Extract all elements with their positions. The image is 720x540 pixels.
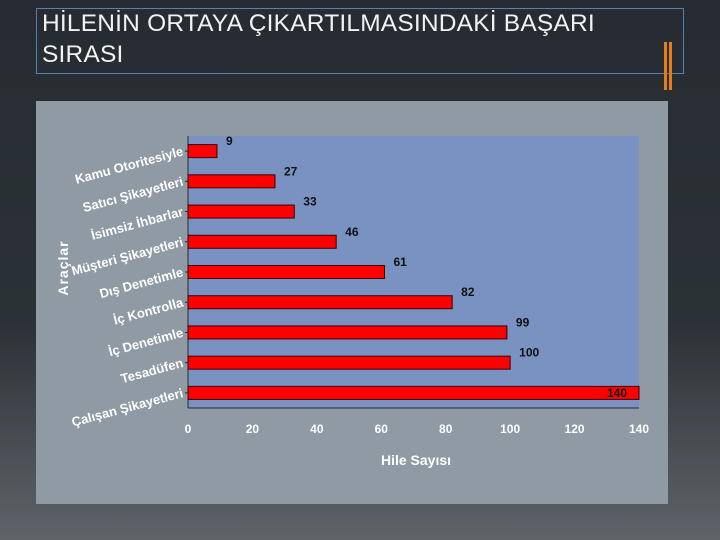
x-axis-title: Hile Sayısı [381, 452, 451, 468]
bar-0 [187, 144, 218, 159]
x-tick-label-1: 20 [246, 422, 260, 436]
slide-title: HİLENİN ORTAYA ÇIKARTILMASINDAKİ BAŞARI … [42, 10, 595, 68]
bar-6 [187, 325, 508, 340]
bar-5 [187, 295, 453, 310]
x-tick-label-0: 0 [185, 422, 192, 436]
title-frame [36, 8, 684, 74]
bar-4 [187, 265, 386, 279]
data-label-8: 140 [607, 386, 627, 400]
accent-bar-right [669, 42, 672, 90]
bar-2 [187, 204, 295, 219]
category-label-5: İç Kontrolla [112, 294, 186, 327]
y-axis-title: Araçlar [55, 240, 71, 295]
category-label-6: İç Denetimle [107, 325, 185, 359]
category-label-7: Tesadüfen [119, 355, 185, 386]
data-label-1: 27 [284, 164, 298, 178]
data-label-0: 9 [226, 134, 233, 148]
accent-bar-left [664, 42, 667, 90]
x-tick-label-5: 100 [500, 422, 520, 436]
data-label-7: 100 [519, 346, 539, 360]
x-tick-label-3: 60 [375, 422, 389, 436]
bar-7 [187, 355, 511, 370]
data-label-5: 82 [461, 285, 475, 299]
category-label-4: Dış Denetimle [98, 264, 185, 301]
bar-8 [187, 385, 640, 400]
data-label-6: 99 [516, 315, 530, 329]
data-label-4: 61 [394, 255, 408, 269]
bar-1 [187, 174, 276, 189]
bar-3 [187, 234, 337, 249]
data-label-2: 33 [303, 195, 317, 209]
x-tick-label-7: 140 [629, 422, 649, 436]
data-label-3: 46 [345, 225, 359, 239]
x-tick-label-6: 120 [565, 422, 585, 436]
x-tick-label-4: 80 [439, 422, 453, 436]
x-tick-label-2: 40 [310, 422, 324, 436]
category-label-8: Çalışan Şikayetleri [70, 385, 185, 429]
